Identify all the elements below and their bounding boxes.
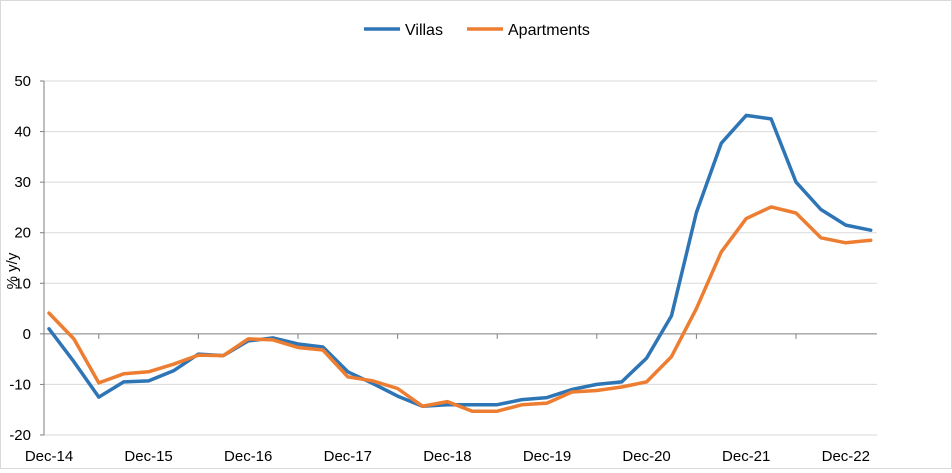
axes: -20 -10 0 10 20 30 40 50 Dec-14 Dec-15 Dec-16 Dec-1… bbox=[9, 73, 877, 465]
x-tick-label: Dec-19 bbox=[523, 448, 571, 465]
y-tick-label: 50 bbox=[14, 73, 31, 90]
y-axis-label: % y/y bbox=[4, 252, 21, 289]
x-tick-label: Dec-20 bbox=[622, 448, 670, 465]
y-tick-label: -20 bbox=[9, 427, 31, 444]
x-tick-label: Dec-15 bbox=[124, 448, 172, 465]
x-tick-label: Dec-14 bbox=[25, 448, 73, 465]
y-tick-label: 0 bbox=[23, 326, 31, 343]
legend: Villas Apartments bbox=[364, 22, 590, 39]
gridlines bbox=[44, 80, 877, 436]
series-line-villas bbox=[47, 113, 873, 408]
x-tick-label: Dec-17 bbox=[324, 448, 372, 465]
series-line-apartments bbox=[47, 205, 873, 413]
y-tick-label: 40 bbox=[14, 124, 31, 141]
y-tick-label: -10 bbox=[9, 376, 31, 393]
y-tick-label: 10 bbox=[14, 275, 31, 292]
series-layer bbox=[47, 113, 873, 413]
y-tick-label: 20 bbox=[14, 225, 31, 242]
legend-label-apartments: Apartments bbox=[508, 22, 590, 39]
x-tick-label: Dec-18 bbox=[423, 448, 471, 465]
x-tick-label: Dec-22 bbox=[822, 448, 870, 465]
y-tick-label: 30 bbox=[14, 174, 31, 191]
x-tick-label: Dec-21 bbox=[722, 448, 770, 465]
legend-label-villas: Villas bbox=[405, 22, 443, 39]
x-tick-label: Dec-16 bbox=[224, 448, 272, 465]
